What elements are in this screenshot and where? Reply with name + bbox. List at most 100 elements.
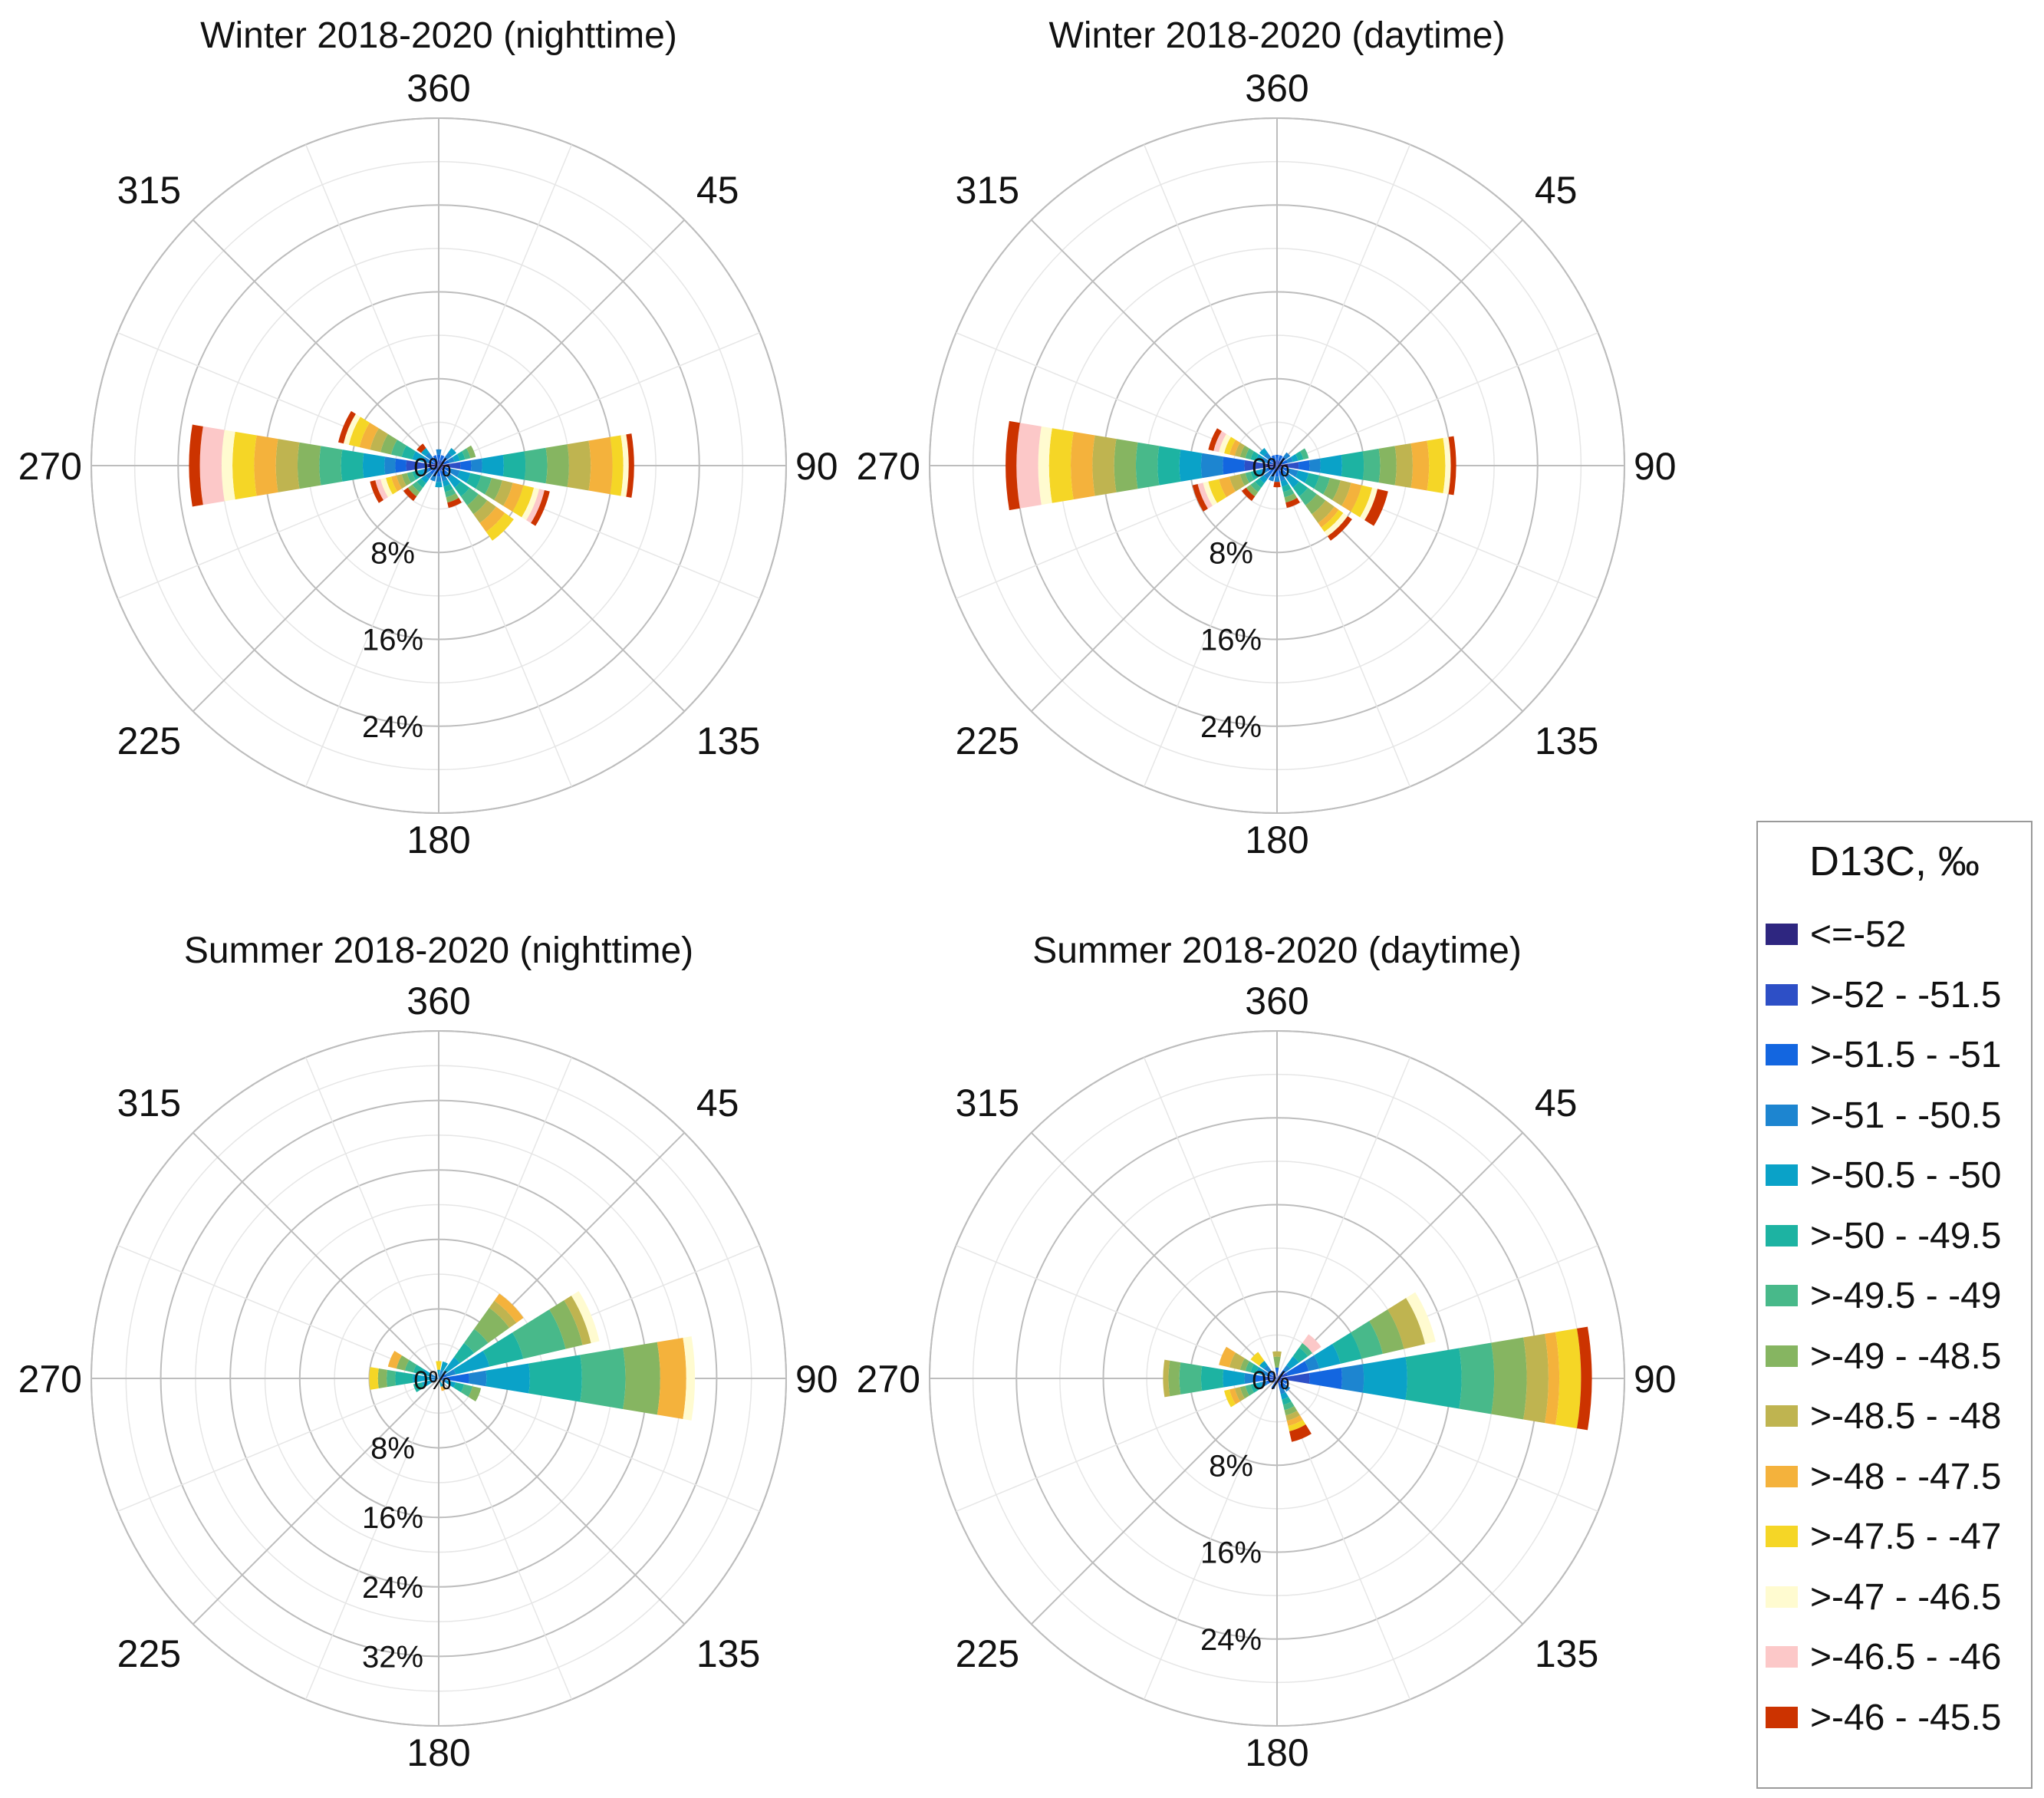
direction-label: 360 [406, 980, 470, 1022]
rose-segment [1312, 500, 1335, 523]
rose-segment [1223, 1369, 1246, 1388]
rose-segment [1282, 1401, 1295, 1411]
rose-segment [1197, 482, 1213, 509]
rose-segment [1272, 1374, 1277, 1378]
rose-segment [439, 1374, 448, 1378]
rose-segment [1545, 1332, 1560, 1425]
legend-label: >-47.5 - -47 [1810, 1516, 2002, 1557]
direction-label: 45 [696, 1082, 739, 1125]
rose-segment [370, 480, 383, 503]
rose-segment [439, 1378, 441, 1383]
rose-segment [439, 470, 445, 476]
rose-segment [386, 476, 397, 495]
rose-segment [406, 471, 416, 483]
rose-segment [1280, 1381, 1286, 1388]
grid-spoke [438, 1378, 686, 1625]
rose-segment [1280, 479, 1289, 487]
rose-segment [1229, 440, 1240, 456]
rose-segment [444, 489, 456, 498]
rose-segment [416, 443, 426, 453]
rose-segment [420, 447, 430, 456]
rose-segment [485, 477, 502, 500]
rose-segment [433, 463, 439, 466]
rose-segment [359, 422, 379, 450]
rose-segment [430, 1378, 439, 1383]
grid-spoke [1276, 465, 1411, 787]
rose-segment [442, 479, 450, 487]
rose-segment [1239, 1358, 1249, 1372]
rose-segment [473, 500, 496, 523]
direction-label: 360 [1245, 980, 1308, 1022]
rose-segment [439, 463, 450, 468]
rose-segment [297, 442, 321, 489]
rose-segment [199, 426, 225, 505]
rose-segment [435, 481, 443, 488]
legend-swatch [1766, 1224, 1798, 1246]
rose-segment [459, 460, 472, 471]
rose-segment [439, 1381, 443, 1388]
rose-segment [466, 473, 482, 489]
rose-segment [1295, 470, 1309, 483]
rose-segment [443, 466, 449, 472]
rose-segment [1271, 470, 1276, 476]
rose-segment [1284, 493, 1298, 503]
rose-segment [1278, 470, 1283, 476]
rose-segment [421, 1380, 432, 1388]
rose-segment [1282, 489, 1295, 498]
rose-segment [1256, 1367, 1263, 1375]
rose-segment [443, 1373, 469, 1384]
rose-segment [1250, 1364, 1259, 1374]
grid-spoke [438, 331, 760, 466]
legend-label: >-46 - -45.5 [1810, 1697, 2002, 1738]
radial-label: 24% [1200, 710, 1262, 744]
rose-segment [439, 466, 443, 470]
rose-segment [476, 475, 492, 495]
rose-segment [620, 434, 629, 497]
panel-summer-day: Summer 2018-2020 (daytime) 0% 8% 16% 24% 360 4… [857, 930, 1677, 1774]
rose-segment [1273, 481, 1281, 488]
rose-segment [564, 1296, 591, 1345]
legend-item: >-52 - -51.5 [1766, 973, 2030, 1018]
rose-segment [375, 479, 388, 500]
rose-segment [1250, 1383, 1259, 1393]
rose-segment [1448, 436, 1456, 496]
rose-segment [454, 481, 470, 497]
legend-label: <=-52 [1810, 914, 1907, 955]
rose-segment [494, 1293, 524, 1323]
radial-label: 8% [1209, 1449, 1253, 1483]
rose-segment [1272, 463, 1277, 466]
rose-segment [439, 460, 442, 466]
rose-segment [362, 453, 386, 479]
grid-spoke [117, 1378, 439, 1513]
rose-segment [1234, 1387, 1245, 1401]
rose-segment [1135, 442, 1160, 489]
rose-segment [1364, 489, 1388, 526]
legend-item: >-47 - -46.5 [1766, 1576, 2030, 1620]
rose-segment [528, 1355, 582, 1402]
legend-swatch [1766, 1164, 1798, 1186]
rose-segment [413, 1382, 424, 1392]
legend-title: D13C, ‰ [1809, 838, 1980, 884]
direction-label: 225 [956, 1632, 1019, 1675]
legend-item: <=-52 [1766, 913, 2030, 957]
rose-segment [1261, 456, 1268, 463]
rose-segment [1208, 428, 1222, 451]
radial-label: 16% [362, 624, 423, 657]
rose-segment [1275, 1372, 1279, 1378]
rose-segment [439, 455, 445, 461]
legend-swatch [1766, 1465, 1798, 1487]
rose-segment [430, 469, 436, 475]
grid-spoke [438, 144, 573, 466]
direction-label: 180 [1245, 818, 1308, 861]
rose-segment [567, 440, 591, 491]
rose-segment [1275, 466, 1279, 472]
rose-segment [447, 498, 462, 509]
direction-label: 360 [406, 67, 470, 110]
direction-label: 270 [857, 1358, 920, 1401]
radial-label: 24% [362, 710, 423, 744]
rose-segment [442, 456, 448, 463]
direction-label: 90 [1634, 1358, 1677, 1401]
rose-segment [440, 1385, 446, 1391]
grid-spoke [1276, 1057, 1411, 1379]
rose-segment [1286, 456, 1293, 463]
